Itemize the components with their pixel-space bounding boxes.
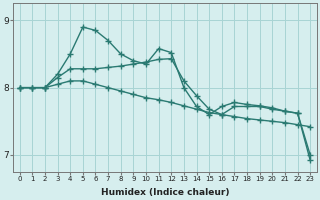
X-axis label: Humidex (Indice chaleur): Humidex (Indice chaleur)	[101, 188, 229, 197]
